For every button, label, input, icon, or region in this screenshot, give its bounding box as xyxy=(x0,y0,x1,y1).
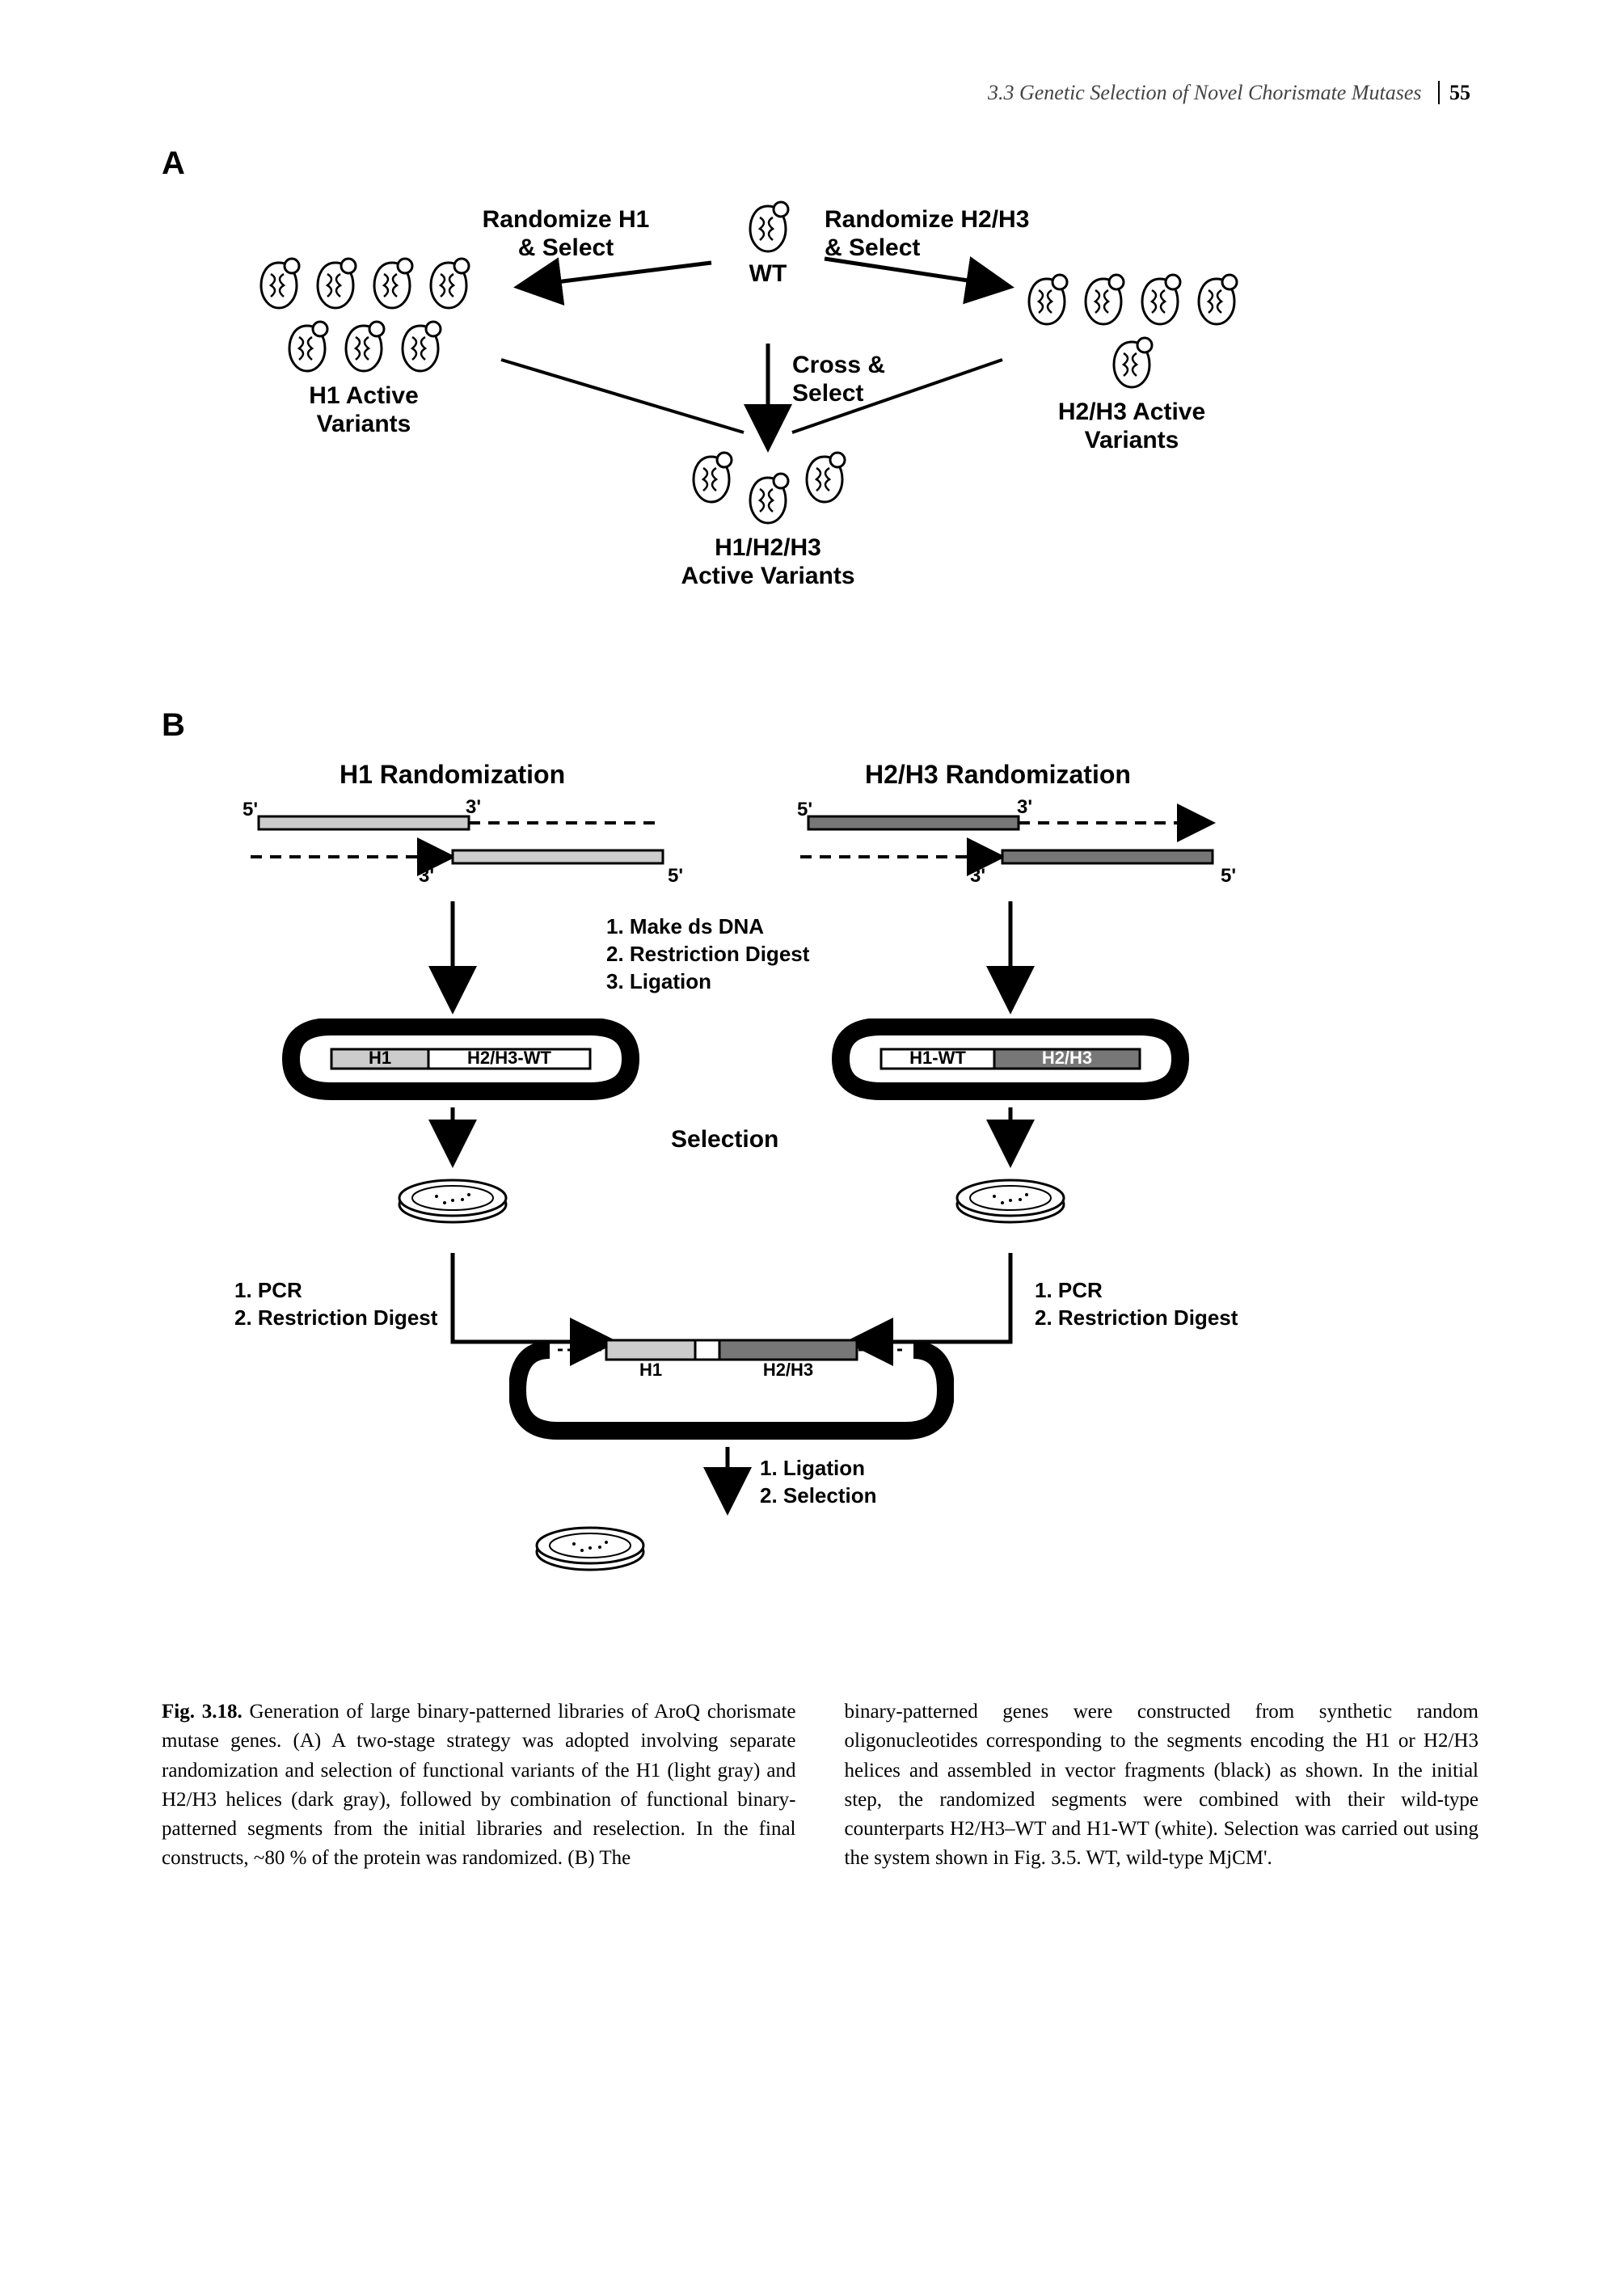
petri-dish xyxy=(534,1520,647,1576)
caption-left-text: Generation of large binary-patterned lib… xyxy=(162,1701,796,1869)
ligation-selection-steps: 1. Ligation 2. Selection xyxy=(760,1455,877,1510)
pcr-left-steps: 1. PCR 2. Restriction Digest xyxy=(234,1277,437,1332)
selection-label: Selection xyxy=(671,1124,778,1155)
panel-a: Randomize H1 & Select WT Randomize H2/H3… xyxy=(162,198,1478,683)
page-number: 55 xyxy=(1438,81,1470,104)
caption-right: binary-patterned genes were constructed … xyxy=(845,1697,1479,1874)
caption-right-text: binary-patterned genes were constructed … xyxy=(845,1701,1479,1869)
h1wt-label: H1-WT xyxy=(909,1048,966,1068)
page-header: 3.3 Genetic Selection of Novel Chorismat… xyxy=(162,81,1478,105)
figure-caption: Fig. 3.18. Generation of large binary-pa… xyxy=(162,1697,1478,1874)
panel-b: H1 Randomization H2/H3 Randomization 5' … xyxy=(162,760,1478,1649)
section-title: 3.3 Genetic Selection of Novel Chorismat… xyxy=(988,81,1422,104)
h23wt-label: H2/H3-WT xyxy=(467,1048,551,1068)
petri-dish xyxy=(954,1172,1067,1229)
panel-b-arrows xyxy=(162,760,1374,1649)
panel-b-label: B xyxy=(162,707,1478,744)
h23-label: H2/H3 xyxy=(1042,1048,1092,1068)
panel-a-arrows xyxy=(162,198,1374,683)
petri-dish xyxy=(396,1172,509,1229)
caption-left: Fig. 3.18. Generation of large binary-pa… xyxy=(162,1697,796,1874)
plasmid-h1: H1 H2/H3-WT xyxy=(259,1018,663,1107)
h23-label: H2/H3 xyxy=(763,1360,813,1380)
panel-a-label: A xyxy=(162,145,1478,182)
plasmid-combined: H1 H2/H3 xyxy=(509,1326,954,1455)
h1-label: H1 xyxy=(639,1360,662,1380)
pcr-right-steps: 1. PCR 2. Restriction Digest xyxy=(1035,1277,1238,1332)
plasmid-h23: H1-WT H2/H3 xyxy=(808,1018,1213,1107)
figure-number: Fig. 3.18. xyxy=(162,1701,243,1723)
h1-label: H1 xyxy=(369,1048,391,1068)
